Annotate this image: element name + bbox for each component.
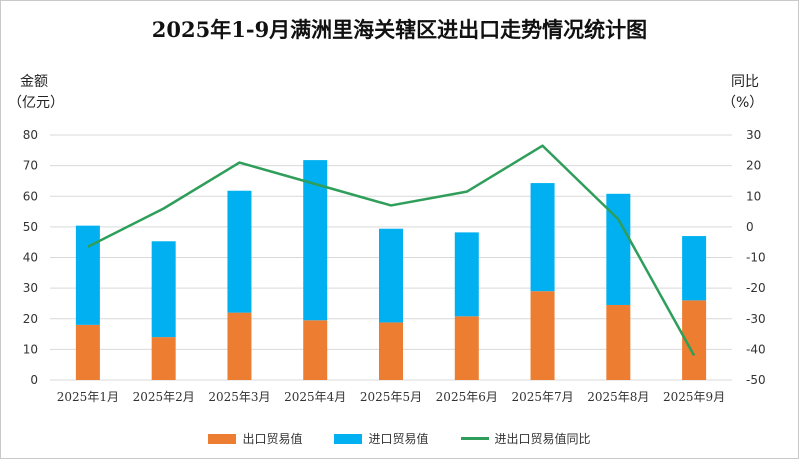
x-tick-label: 2025年9月 <box>663 390 725 404</box>
left-tick-label: 0 <box>30 373 38 387</box>
x-tick-label: 2025年8月 <box>587 390 649 404</box>
bar-export <box>75 324 100 380</box>
legend-label-export: 出口贸易值 <box>242 432 303 446</box>
x-tick-label: 2025年1月 <box>57 390 119 404</box>
legend-label-import: 进口贸易值 <box>368 432 429 446</box>
legend-item-yoy: 进出口贸易值同比 <box>460 430 591 447</box>
bar-export <box>151 337 176 380</box>
right-axis-label-line2: （%） <box>722 95 764 111</box>
legend: 出口贸易值 进口贸易值 进出口贸易值同比 <box>0 430 799 447</box>
left-tick-label: 10 <box>23 342 38 356</box>
left-tick-label: 80 <box>23 128 38 142</box>
bar-export <box>530 291 555 380</box>
left-tick-label: 30 <box>23 281 38 295</box>
right-tick-label: -50 <box>746 373 766 387</box>
bar-import <box>454 232 479 317</box>
right-tick-label: -20 <box>746 281 766 295</box>
bar-export <box>379 322 403 380</box>
left-tick-label: 70 <box>23 159 38 173</box>
legend-item-export: 出口贸易值 <box>208 430 302 447</box>
left-tick-label: 50 <box>23 220 38 234</box>
bar-import <box>379 228 403 323</box>
legend-swatch-export <box>208 433 237 444</box>
x-tick-label: 2025年3月 <box>208 390 270 404</box>
right-tick-label: -40 <box>746 342 766 356</box>
left-tick-label: 40 <box>23 251 38 265</box>
x-tick-label: 2025年4月 <box>284 390 346 404</box>
left-tick-label: 60 <box>23 189 38 203</box>
right-tick-label: 0 <box>746 220 754 234</box>
left-axis-label-line2: （亿元） <box>8 95 64 111</box>
left-axis-label-line1: 金额 <box>20 74 48 90</box>
right-tick-label: -10 <box>746 251 766 265</box>
right-tick-label: -30 <box>746 312 766 326</box>
right-tick-label: 10 <box>746 189 761 203</box>
bar-import <box>530 183 555 292</box>
bar-import <box>227 190 252 313</box>
legend-item-import: 进口贸易值 <box>334 430 429 447</box>
left-tick-label: 20 <box>23 312 38 326</box>
bar-import <box>682 236 707 301</box>
legend-swatch-import <box>334 433 363 444</box>
x-tick-label: 2025年7月 <box>511 390 573 404</box>
bar-export <box>606 304 631 380</box>
bar-export <box>227 312 252 380</box>
bar-export <box>454 316 479 380</box>
right-axis-label-line1: 同比 <box>731 74 759 90</box>
chart-title: 2025年1-9月满洲里海关辖区进出口走势情况统计图 <box>151 17 648 42</box>
legend-swatch-yoy <box>460 437 489 440</box>
bar-import <box>151 241 176 338</box>
legend-label-yoy: 进出口贸易值同比 <box>494 432 591 446</box>
right-tick-label: 20 <box>746 159 761 173</box>
right-tick-label: 30 <box>746 128 761 142</box>
series-line-yoy <box>87 144 696 357</box>
x-tick-label: 2025年5月 <box>360 390 422 404</box>
bar-export <box>303 320 328 380</box>
bar-import <box>75 225 100 325</box>
x-tick-label: 2025年2月 <box>133 390 195 404</box>
x-tick-label: 2025年6月 <box>436 390 498 404</box>
